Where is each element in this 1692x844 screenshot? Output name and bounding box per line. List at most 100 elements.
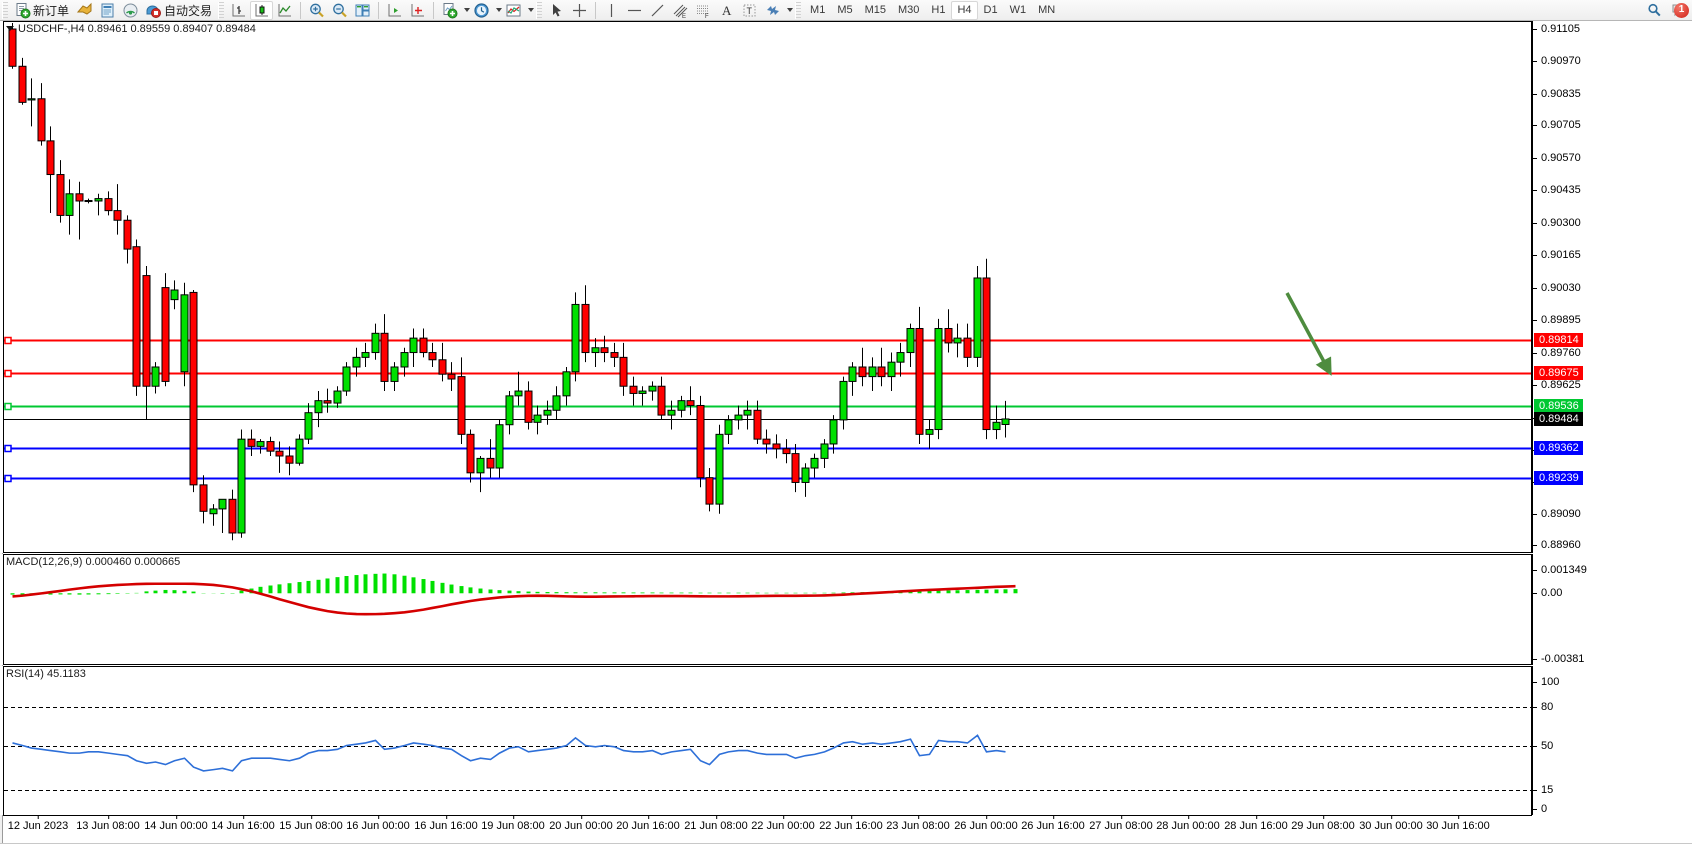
timeframe-m5[interactable]: M5 [837,4,853,16]
rsi-axis[interactable]: 100 80 50 15 0 [1532,666,1692,815]
timeframe-h4[interactable]: H4 [951,0,978,20]
price-level-tag[interactable]: 0.89362 [1534,441,1583,456]
price-tick: 0.89895 [1533,314,1581,326]
new-chart-dropdown-caret[interactable] [464,8,471,12]
timeframe-m30[interactable]: M30 [898,4,920,16]
timeframe-h1[interactable]: H1 [931,4,946,16]
time-tick: 20 Jun 16:00 [616,815,680,832]
toolbar-grip-3[interactable] [536,1,543,19]
notifications-icon[interactable]: 1 [1666,1,1692,20]
new-order-label: 新订单 [33,3,70,18]
line-chart-icon[interactable] [273,1,296,20]
rsi-pane-top-border [3,666,1532,667]
templates-icon[interactable] [502,1,525,20]
chart-shift-icon[interactable] [383,1,406,20]
time-tick: 26 Jun 00:00 [954,815,1018,832]
time-tick: 21 Jun 08:00 [684,815,748,832]
macd-plot[interactable] [3,554,1532,665]
timeframe-mn[interactable]: MN [1038,4,1056,16]
rsi-layer [4,707,1531,791]
terminal-button[interactable] [73,1,96,20]
chevron-down-icon[interactable] [6,25,14,31]
price-level-tag[interactable]: 0.89484 [1534,411,1583,426]
toolbar-separator-3 [433,1,435,19]
timeframe-w1[interactable]: W1 [1009,4,1027,16]
bar-chart-icon[interactable] [227,1,250,20]
rsi-tick: 15 [1533,784,1553,796]
time-tick: 26 Jun 16:00 [1021,815,1085,832]
new-chart-icon[interactable] [438,1,461,20]
price-plot[interactable] [3,21,1532,553]
tile-windows-icon[interactable] [351,1,374,20]
period-dropdown-caret[interactable] [496,8,503,12]
notification-badge: 1 [1674,2,1689,18]
chart-symbol-text: USDCHF-,H4 0.89461 0.89559 0.89407 0.894… [18,23,256,35]
price-axis[interactable]: 0.91105 0.90970 0.90835 0.90705 0.90570 0.904… [1532,21,1692,553]
signals-button[interactable] [119,1,142,20]
templates-dropdown-caret[interactable] [528,8,535,12]
chart-symbol-header[interactable]: USDCHF-,H4 0.89461 0.89559 0.89407 0.894… [6,23,256,35]
vertical-line-icon[interactable] [600,1,623,20]
time-tick: 28 Jun 00:00 [1156,815,1220,832]
text-label-icon[interactable]: A [715,1,738,20]
new-order-button[interactable]: 新订单 [11,1,73,20]
macd-pane-top-border [3,554,1532,555]
time-tick: 29 Jun 08:00 [1291,815,1355,832]
price-tick: 0.91105 [1533,23,1580,35]
price-level-tag[interactable]: 0.89536 [1534,399,1583,414]
arrows-shapes-icon[interactable] [761,1,784,20]
time-tick: 30 Jun 16:00 [1426,815,1490,832]
zoom-out-icon[interactable] [328,1,351,20]
toolbar-grip-4[interactable] [795,1,802,19]
autotrade-button[interactable]: 自动交易 [142,1,216,20]
timeframe-m1[interactable]: M1 [810,4,826,16]
price-tick: 0.89090 [1533,508,1581,520]
price-level-tag[interactable]: 0.89675 [1534,366,1583,380]
toolbar-grip-2[interactable] [218,1,225,19]
zoom-in-icon[interactable] [305,1,328,20]
macd-axis[interactable]: 0.001349 0.00 -0.00381 [1532,554,1692,665]
horizontal-line-icon[interactable] [623,1,646,20]
macd-pane-bottom-border [3,664,1532,665]
text-box-icon[interactable]: T [738,1,761,20]
period-clock-icon[interactable] [470,1,493,20]
cursor-icon[interactable] [545,1,568,20]
price-tick: 0.90835 [1533,88,1581,100]
timeframe-m15[interactable]: M15 [864,4,886,16]
chart-area[interactable]: USDCHF-,H4 0.89461 0.89559 0.89407 0.894… [0,21,1692,844]
toolbar-grip-1[interactable] [2,1,8,19]
rsi-plot[interactable] [3,666,1532,815]
trendline-icon[interactable] [646,1,669,20]
price-tick: 0.88960 [1533,539,1581,551]
time-tick: 22 Jun 16:00 [819,815,883,832]
data-window-button[interactable] [96,1,119,20]
search-icon[interactable] [1643,1,1666,20]
arrows-dropdown-caret[interactable] [787,8,794,12]
price-tick: 0.89760 [1533,347,1581,359]
toolbar-separator-1 [300,1,302,19]
rsi-pane[interactable]: RSI(14) 45.1183 100 80 50 15 0 [0,666,1692,815]
timeframe-d1[interactable]: D1 [983,4,998,16]
time-tick: 13 Jun 08:00 [76,815,140,832]
rsi-tick: 50 [1533,740,1553,752]
crosshair-icon[interactable] [568,1,591,20]
equidistant-channel-icon[interactable]: E [669,1,692,20]
time-axis[interactable]: 12 Jun 2023 13 Jun 08:00 14 Jun 00:00 14 Ju… [3,815,1532,843]
macd-layer [10,573,1018,616]
price-tick: 0.90705 [1533,119,1581,131]
time-tick: 22 Jun 00:00 [751,815,815,832]
price-level-tag[interactable]: 0.89814 [1534,332,1583,347]
fibonacci-icon[interactable]: F [692,1,715,20]
auto-scroll-icon[interactable] [406,1,429,20]
svg-text:F: F [705,14,709,19]
time-tick: 14 Jun 00:00 [144,815,208,832]
svg-text:T: T [747,6,753,16]
time-tick: 16 Jun 00:00 [346,815,410,832]
price-pane[interactable]: USDCHF-,H4 0.89461 0.89559 0.89407 0.894… [0,21,1692,553]
price-tick: 0.89625 [1533,379,1581,391]
price-level-tag[interactable]: 0.89239 [1534,470,1583,485]
macd-pane[interactable]: MACD(12,26,9) 0.000460 0.000665 0.001349… [0,554,1692,665]
time-tick: 30 Jun 00:00 [1359,815,1423,832]
macd-tick: 0.001349 [1533,564,1587,576]
candlestick-chart-icon[interactable] [250,0,274,20]
